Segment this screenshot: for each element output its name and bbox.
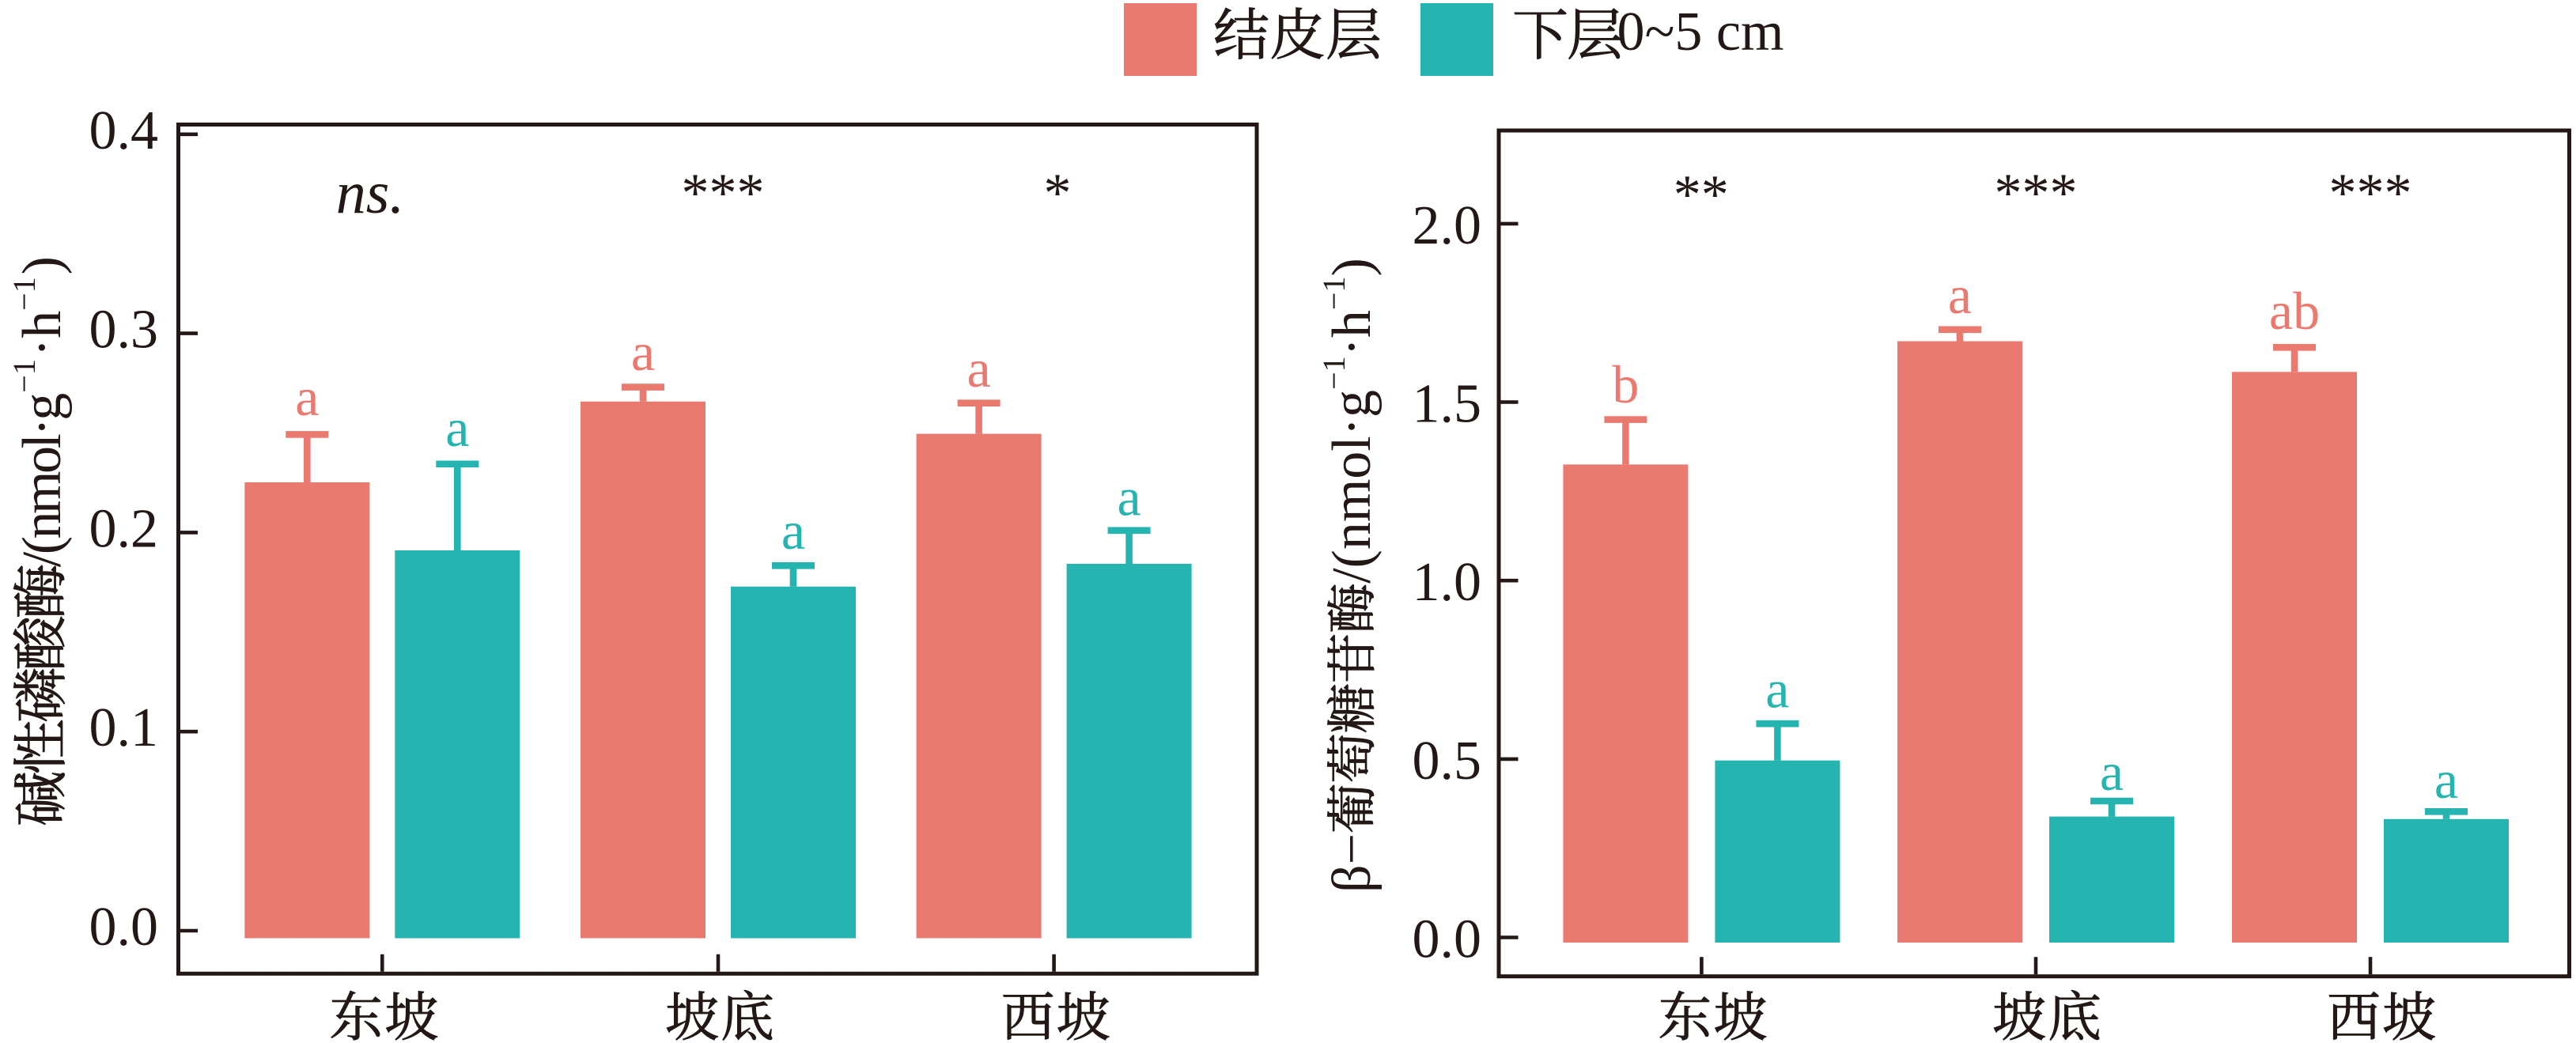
svg-text:a: a xyxy=(295,367,319,427)
svg-text:/(nmol·g: /(nmol·g xyxy=(1322,390,1383,584)
svg-text:): ) xyxy=(12,256,73,274)
svg-text:a: a xyxy=(1765,659,1789,720)
svg-text:0.0: 0.0 xyxy=(89,897,159,958)
svg-text:/(nmol·g: /(nmol·g xyxy=(12,393,73,568)
svg-text:a: a xyxy=(1948,265,1972,325)
svg-text:·h: ·h xyxy=(12,311,73,357)
svg-text:·h: ·h xyxy=(1322,310,1383,356)
svg-text:0.1: 0.1 xyxy=(89,697,159,758)
svg-text:1.5: 1.5 xyxy=(1413,374,1482,435)
svg-text:β: β xyxy=(1322,864,1383,893)
svg-text:a: a xyxy=(781,501,805,561)
svg-text:0~5 cm: 0~5 cm xyxy=(1617,2,1784,62)
svg-text:a: a xyxy=(2100,742,2124,802)
svg-text:a: a xyxy=(1118,467,1141,527)
svg-text:−1: −1 xyxy=(1316,277,1352,311)
svg-text:ns.: ns. xyxy=(336,160,405,226)
svg-text:***: *** xyxy=(682,163,765,224)
svg-text:***: *** xyxy=(1995,163,2078,224)
svg-text:−: − xyxy=(1322,833,1383,864)
svg-text:a: a xyxy=(631,322,655,382)
svg-text:0.5: 0.5 xyxy=(1413,731,1482,792)
svg-text:a: a xyxy=(445,398,469,458)
svg-text:0.4: 0.4 xyxy=(89,100,159,161)
svg-text:a: a xyxy=(967,338,991,399)
svg-text:−1: −1 xyxy=(6,277,42,311)
svg-text:*: * xyxy=(1044,163,1072,224)
svg-text:a: a xyxy=(2434,750,2458,810)
svg-text:***: *** xyxy=(2329,163,2412,224)
svg-text:0.0: 0.0 xyxy=(1413,909,1482,970)
svg-text:0.2: 0.2 xyxy=(89,498,159,559)
svg-text:): ) xyxy=(1322,258,1383,276)
svg-text:−1: −1 xyxy=(1316,356,1352,390)
svg-text:0.3: 0.3 xyxy=(89,300,159,361)
svg-text:**: ** xyxy=(1674,164,1729,225)
svg-text:2.0: 2.0 xyxy=(1413,195,1482,256)
svg-text:1.0: 1.0 xyxy=(1413,552,1482,613)
svg-text:−1: −1 xyxy=(6,359,42,393)
svg-text:b: b xyxy=(1612,354,1639,414)
svg-text:ab: ab xyxy=(2269,281,2320,341)
